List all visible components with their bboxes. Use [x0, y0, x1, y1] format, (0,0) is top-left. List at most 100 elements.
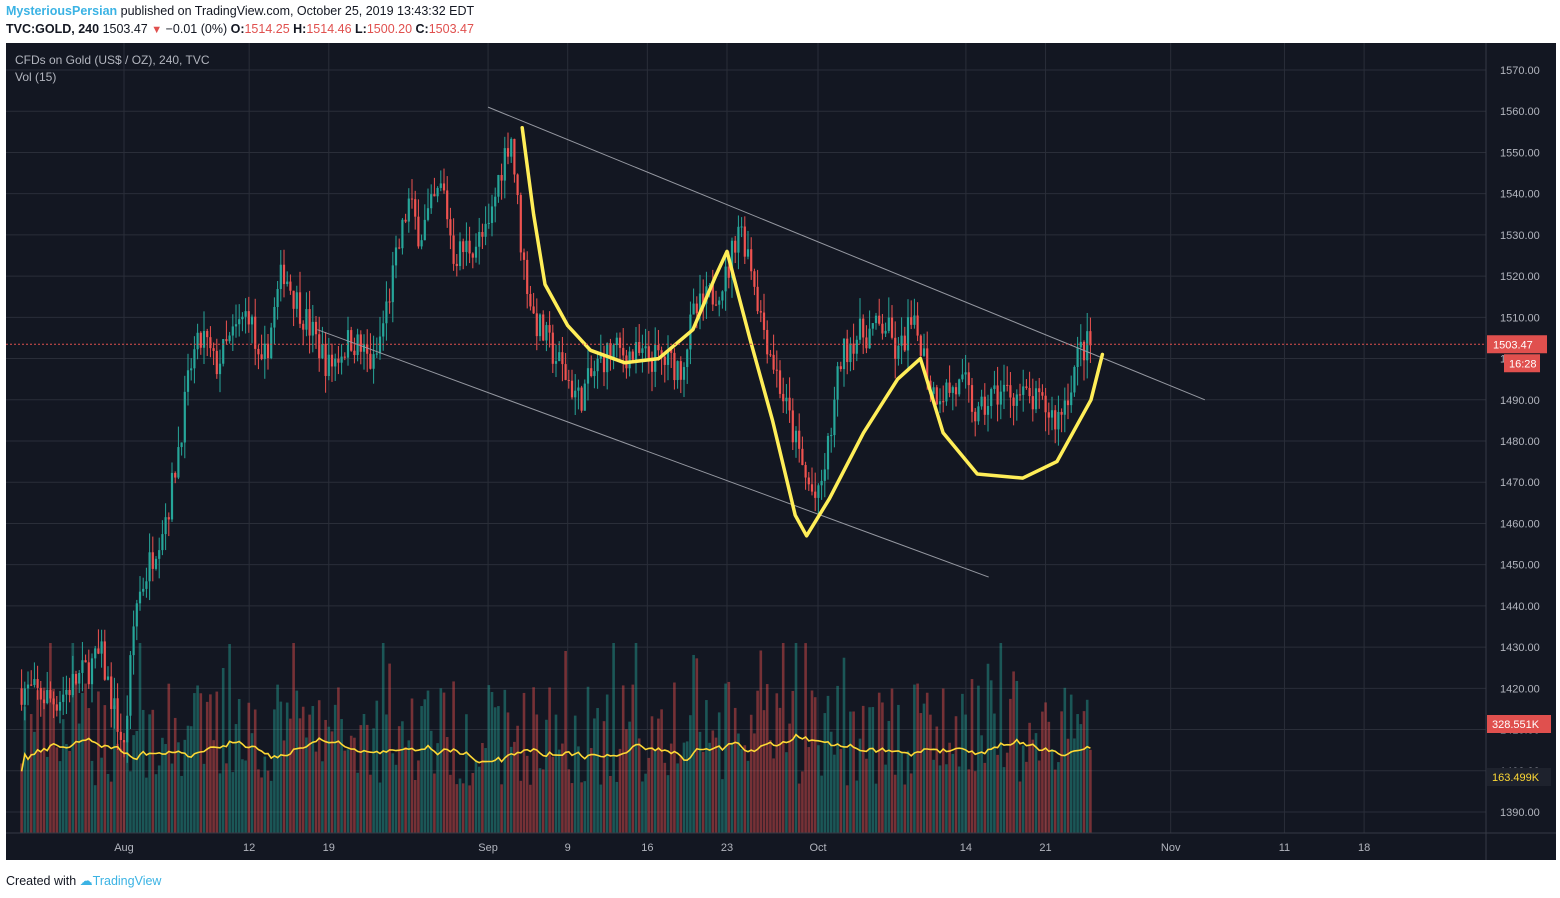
- volume-bar: [109, 781, 113, 833]
- candle-body: [1086, 331, 1089, 361]
- volume-label: 328.551K: [1492, 719, 1540, 731]
- candle-body: [26, 684, 30, 689]
- candle-body: [849, 343, 852, 363]
- volume-bar: [858, 738, 862, 833]
- candle-body: [807, 477, 810, 485]
- volume-bar: [730, 742, 734, 833]
- volume-bar: [452, 681, 455, 833]
- candle-body: [84, 660, 87, 663]
- volume-bar: [356, 772, 359, 833]
- tradingview-link[interactable]: TradingView: [92, 874, 162, 888]
- volume-bar: [596, 708, 599, 833]
- candle-body: [638, 342, 641, 353]
- volume-bar: [586, 686, 590, 833]
- candle-body: [894, 337, 897, 359]
- volume-bar: [353, 737, 356, 833]
- candle-body: [308, 309, 311, 336]
- candle-body: [142, 588, 145, 592]
- candle-body: [938, 401, 942, 405]
- chart-area[interactable]: 1390.001400.001410.001420.001430.001440.…: [6, 43, 1556, 860]
- candle-body: [682, 367, 686, 380]
- candle-body: [186, 370, 190, 392]
- candle-body: [55, 704, 58, 711]
- volume-bar: [545, 719, 548, 833]
- volume-bar: [820, 775, 823, 833]
- candle-body: [759, 311, 762, 313]
- volume-bar: [228, 644, 231, 833]
- volume-bar: [375, 700, 379, 833]
- volume-bar: [420, 706, 423, 833]
- candle-body: [986, 406, 990, 415]
- volume-bar: [461, 783, 465, 833]
- volume-bar: [1057, 762, 1060, 833]
- volume-bar: [833, 754, 836, 833]
- volume-bar: [138, 643, 142, 833]
- volume-bar: [868, 707, 871, 833]
- y-tick-label: 1460.00: [1500, 518, 1540, 530]
- candle-body: [631, 351, 634, 360]
- candle-body: [791, 410, 794, 443]
- candle-body: [1066, 400, 1070, 406]
- candle-body: [382, 323, 385, 337]
- volume-bar: [1028, 722, 1031, 833]
- candle-body: [385, 301, 388, 324]
- close-label: C:: [415, 22, 429, 36]
- volume-bar: [986, 663, 990, 833]
- candle-body: [996, 385, 999, 405]
- candle-body: [564, 364, 567, 380]
- volume-bar: [983, 762, 987, 833]
- candle-body: [276, 289, 279, 307]
- candle-body: [177, 447, 180, 478]
- volume-bar: [55, 747, 59, 833]
- author-name[interactable]: MysteriousPersian: [6, 4, 118, 18]
- candle-body: [279, 264, 282, 290]
- volume-bar: [81, 692, 84, 833]
- volume-bar: [711, 730, 715, 833]
- volume-bar: [826, 695, 830, 833]
- candle-body: [30, 684, 33, 686]
- candle-body: [679, 361, 682, 380]
- volume-bar: [612, 643, 615, 833]
- candle-body: [570, 380, 574, 398]
- volume-bar: [1085, 699, 1089, 833]
- volume-bar: [282, 740, 286, 833]
- volume-bar: [913, 684, 916, 833]
- volume-bar: [221, 667, 225, 833]
- volume-bar: [813, 697, 817, 833]
- candle-body: [500, 174, 503, 181]
- volume-bar: [1018, 781, 1022, 833]
- candle-body: [695, 303, 698, 314]
- y-tick-label: 1560.00: [1500, 106, 1540, 118]
- volume-bar: [413, 779, 417, 833]
- candle-body: [522, 252, 526, 260]
- volume-bar: [810, 690, 814, 833]
- volume-bar: [49, 643, 52, 833]
- chart-svg[interactable]: 1390.001400.001410.001420.001430.001440.…: [6, 43, 1556, 860]
- candle-body: [798, 430, 801, 449]
- volume-bar: [980, 735, 983, 833]
- candle-body: [874, 315, 878, 324]
- candle-body: [516, 174, 519, 196]
- volume-bar: [925, 692, 929, 833]
- countdown-label: 16:28: [1509, 358, 1537, 370]
- candle-body: [318, 334, 321, 359]
- volume-bar: [605, 694, 609, 833]
- candle-body: [391, 265, 394, 303]
- y-tick-label: 1450.00: [1500, 560, 1540, 572]
- tradingview-logo-icon[interactable]: ☁: [79, 873, 93, 888]
- volume-ma-label: 163.499K: [1492, 772, 1540, 784]
- volume-bar: [583, 781, 587, 833]
- y-tick-label: 1430.00: [1500, 642, 1540, 654]
- candle-body: [702, 293, 705, 304]
- volume-bar: [733, 707, 737, 833]
- volume-bar: [186, 725, 190, 833]
- volume-bar: [609, 775, 612, 833]
- candle-body: [1034, 388, 1038, 410]
- candle-body: [148, 552, 151, 582]
- volume-bar: [170, 763, 174, 833]
- countdown-tag: [1504, 354, 1540, 373]
- candle-body: [753, 271, 756, 287]
- open-label: O:: [230, 22, 245, 36]
- candle-body: [170, 472, 174, 520]
- candle-body: [196, 332, 199, 350]
